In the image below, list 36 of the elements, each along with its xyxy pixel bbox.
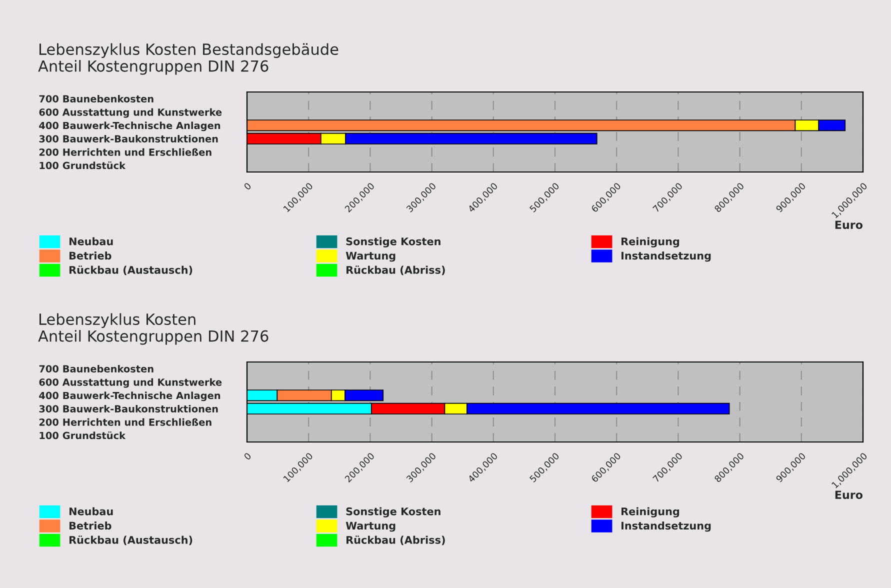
y-tick-label: 100 Grundstück — [40, 432, 126, 440]
legend-label: Instandsetzung — [622, 252, 711, 262]
x-axis-title: Euro — [835, 220, 863, 229]
chart-subtitle: Anteil Kostengruppen DIN 276 — [38, 60, 268, 75]
chart-title: Lebenszyklus Kosten Bestandsgebäude — [40, 43, 338, 58]
legend-label: Sonstige Kosten — [346, 237, 440, 248]
x-tick-label: 0 — [243, 182, 252, 190]
legend-label: Rückbau (Abriss) — [346, 536, 445, 546]
legend-label: Reinigung — [622, 237, 680, 248]
y-tick-label: 200 Herrichten und Erschließen — [39, 418, 212, 426]
y-tick-label: 300 Bauwerk-Baukonstruktionen — [39, 134, 218, 142]
legend-label: Neubau — [70, 237, 113, 246]
legend-label: Reinigung — [622, 507, 680, 518]
y-tick-label: 600 Ausstattung und Kunstwerke — [39, 378, 222, 388]
text: Lebenszyklus Kosten — [40, 313, 196, 328]
chart-subtitle: Anteil Kostengruppen DIN 276 — [38, 330, 268, 345]
legend-label: Betrieb — [70, 252, 112, 260]
y-tick-label: 400 Bauwerk-Technische Anlagen — [39, 392, 220, 402]
x-axis-title: Euro — [835, 490, 863, 499]
y-tick-label: 300 Bauwerk-Baukonstruktionen — [39, 404, 218, 412]
y-tick-label: 700 Baunebenkosten — [39, 364, 154, 372]
y-tick-label: 700 Baunebenkosten — [39, 94, 154, 102]
y-tick-label: 200 Herrichten und Erschließen — [39, 148, 212, 156]
x-tick-label: 0 — [243, 452, 252, 460]
legend-label: Wartung — [346, 252, 396, 262]
legend-label: Wartung — [346, 522, 396, 532]
y-tick-label: 100 Grundstück — [40, 162, 126, 170]
legend-label: Rückbau (Abriss) — [346, 266, 445, 276]
legend-label: Betrieb — [70, 522, 112, 530]
y-tick-label: 400 Bauwerk-Technische Anlagen — [39, 122, 220, 132]
legend-label: Sonstige Kosten — [346, 507, 440, 518]
y-tick-label: 600 Ausstattung und Kunstwerke — [39, 108, 222, 118]
legend-label: Rückbau (Austausch) — [70, 536, 192, 546]
legend-label: Neubau — [70, 507, 113, 516]
legend-label: Rückbau (Austausch) — [70, 266, 192, 276]
legend-label: Instandsetzung — [622, 522, 711, 532]
